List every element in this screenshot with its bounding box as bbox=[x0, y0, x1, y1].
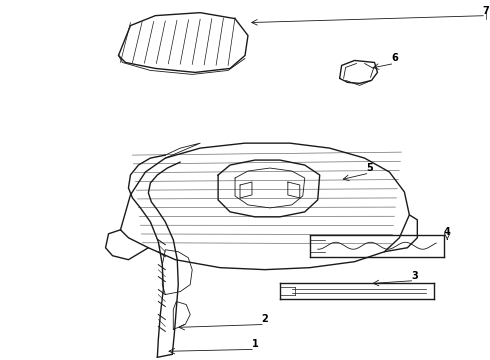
Text: 3: 3 bbox=[411, 271, 417, 281]
Text: 2: 2 bbox=[262, 314, 269, 324]
Text: 6: 6 bbox=[391, 54, 398, 63]
Text: 1: 1 bbox=[251, 339, 258, 349]
Text: 7: 7 bbox=[483, 6, 490, 15]
Text: 4: 4 bbox=[444, 227, 451, 237]
Text: 5: 5 bbox=[366, 163, 373, 173]
